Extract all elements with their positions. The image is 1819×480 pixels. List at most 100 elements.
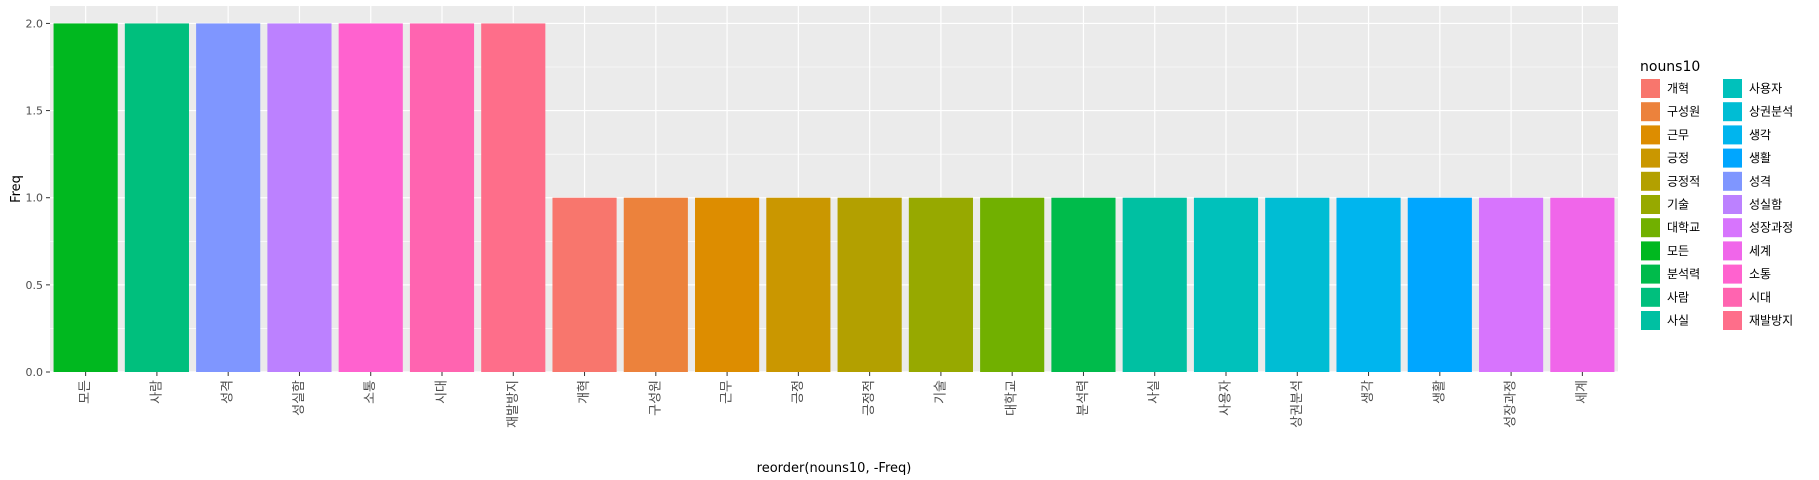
legend-label: 대학교: [1667, 221, 1700, 235]
x-tick-label: 긍정적: [862, 380, 877, 416]
x-tick-label: 성장과정: [1504, 380, 1519, 428]
bar: [196, 23, 261, 373]
legend-label: 생활: [1749, 151, 1771, 165]
legend-key: [1723, 218, 1742, 238]
x-tick-label: 성격: [221, 380, 236, 404]
bar: [124, 23, 189, 373]
legend-key: [1641, 287, 1660, 307]
x-tick-label: 시대: [435, 380, 450, 404]
y-tick-label: 0.0: [26, 366, 44, 379]
legend-label: 성격: [1749, 174, 1771, 188]
legend-key: [1723, 148, 1742, 168]
legend-key: [1723, 125, 1742, 145]
x-tick-label: 사실: [1147, 380, 1162, 404]
legend-title: nouns10: [1640, 59, 1700, 75]
legend-key: [1641, 311, 1660, 330]
x-axis: 모든 사람 성격 성실함 소통 시대 재발방지 개혁 구성원 근무 긍정 긍정적 기술 대학교 분석력 사실 사…: [78, 372, 1590, 428]
legend-label: 사용자: [1749, 82, 1782, 96]
x-tick-label: 모든: [78, 380, 93, 404]
x-tick-label: 사용자: [1219, 380, 1234, 416]
legend-label: 성장과정: [1749, 221, 1793, 235]
x-tick-label: 소통: [363, 380, 378, 404]
x-tick-label: 재발방지: [506, 380, 521, 428]
y-axis-title: Freq: [9, 175, 24, 203]
legend-label: 긍정: [1667, 151, 1689, 165]
legend-key: [1641, 148, 1660, 168]
legend-key: [1641, 241, 1660, 261]
legend-key: [1641, 102, 1660, 122]
bars: [53, 23, 1615, 373]
bar: [1479, 197, 1544, 372]
bar: [552, 197, 617, 372]
x-tick-label: 구성원: [648, 380, 663, 416]
y-axis: 0.0 0.5 1.0 1.5 2.0: [26, 17, 50, 379]
x-tick-label: 생각: [1361, 380, 1376, 404]
bar: [1550, 197, 1615, 372]
legend-label: 생각: [1749, 128, 1771, 142]
y-tick-label: 2.0: [26, 17, 44, 30]
y-tick-label: 1.5: [26, 105, 44, 118]
y-tick-label: 1.0: [26, 192, 44, 205]
legend-key: [1723, 171, 1742, 191]
legend-key: [1641, 264, 1660, 284]
x-tick-label: 개혁: [577, 380, 592, 404]
bar: [980, 197, 1045, 372]
x-tick-label: 근무: [720, 380, 735, 404]
legend-key: [1641, 79, 1660, 98]
legend-key: [1723, 264, 1742, 284]
bar: [1193, 197, 1259, 372]
bar: [837, 197, 902, 372]
legend-key: [1723, 287, 1742, 307]
legend-label: 소통: [1749, 267, 1771, 281]
bar: [1051, 197, 1116, 372]
legend-key: [1723, 195, 1742, 214]
legend-key: [1641, 171, 1660, 191]
legend-key: [1723, 241, 1742, 261]
legend-key: [1723, 311, 1742, 330]
legend-label: 구성원: [1667, 105, 1700, 119]
legend-label: 재발방지: [1749, 314, 1793, 328]
legend-label: 상권분석: [1749, 105, 1793, 119]
legend-key: [1723, 79, 1742, 98]
bar: [1122, 197, 1187, 372]
x-tick-label: 생활: [1432, 380, 1447, 404]
bar: [908, 197, 973, 372]
bar: [338, 23, 403, 373]
legend-label: 근무: [1667, 128, 1689, 142]
x-tick-label: 분석력: [1076, 380, 1091, 416]
legend-label: 성실함: [1749, 198, 1782, 212]
legend-label: 사람: [1667, 290, 1689, 304]
x-tick-label: 긍정: [791, 380, 806, 404]
bar: [1265, 197, 1330, 372]
legend-key: [1641, 125, 1660, 145]
legend-label: 긍정적: [1667, 174, 1700, 188]
bar: [1336, 197, 1401, 372]
legend-label: 사실: [1667, 314, 1689, 328]
bar: [623, 197, 688, 372]
legend-key: [1641, 218, 1660, 238]
x-tick-label: 대학교: [1005, 380, 1020, 416]
legend-label: 분석력: [1667, 267, 1700, 281]
legend-label: 개혁: [1667, 82, 1689, 96]
legend-label: 기술: [1667, 198, 1689, 212]
legend-label: 모든: [1667, 244, 1689, 258]
x-tick-label: 세계: [1575, 380, 1590, 404]
legend-label: 시대: [1749, 290, 1771, 304]
x-tick-label: 상권분석: [1290, 380, 1305, 428]
x-tick-label: 기술: [933, 380, 948, 404]
bar: [481, 23, 546, 373]
legend-label: 세계: [1749, 244, 1771, 258]
bar: [267, 23, 332, 373]
bar: [695, 197, 760, 372]
legend-key: [1723, 102, 1742, 122]
x-axis-title: reorder(nouns10, -Freq): [757, 461, 912, 476]
x-tick-label: 사람: [149, 380, 164, 404]
legend-key: [1641, 195, 1660, 214]
bar: [1407, 197, 1472, 372]
bar: [766, 197, 831, 372]
x-tick-label: 성실함: [292, 380, 307, 416]
bar: [409, 23, 475, 373]
y-tick-label: 0.5: [26, 279, 44, 292]
